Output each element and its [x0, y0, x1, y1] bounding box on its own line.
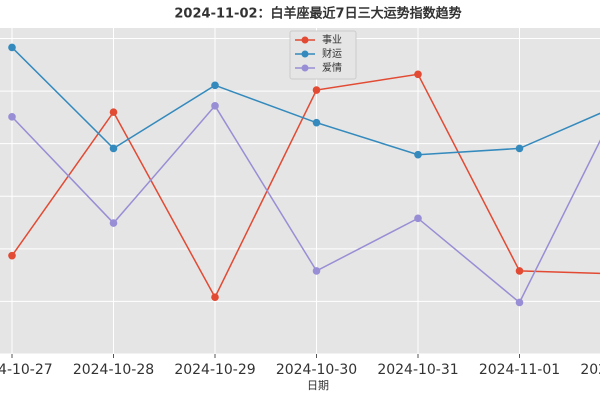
data-point [109, 108, 118, 116]
data-point [414, 70, 422, 79]
data-point [312, 118, 321, 127]
data-point [8, 113, 16, 121]
x-tick-label: 2024-11-01 [479, 362, 560, 378]
plot-area [0, 28, 600, 354]
chart-title: 2024-11-02：白羊座最近7日三大运势指数趋势 [174, 6, 461, 22]
data-point [312, 267, 321, 275]
legend-label: 事业 [322, 33, 342, 46]
legend-marker [301, 64, 309, 72]
data-point [109, 219, 118, 227]
data-point [414, 214, 422, 223]
x-tick-label: 2024-10-30 [276, 362, 357, 378]
legend-label: 财运 [322, 47, 342, 60]
legend-marker [301, 36, 309, 44]
x-tick-label: 2024-10-27 [0, 362, 53, 378]
grid [0, 28, 600, 358]
x-tick-label: 2024-10-29 [174, 362, 255, 378]
data-point [109, 144, 118, 153]
legend-label: 爱情 [322, 61, 342, 74]
data-point [211, 81, 219, 90]
data-point [515, 144, 524, 153]
data-point [8, 43, 16, 52]
data-point [8, 251, 16, 260]
data-point [515, 267, 524, 275]
data-point [211, 293, 219, 302]
data-point [211, 102, 219, 110]
legend-marker [301, 50, 309, 58]
x-tick-label: 2024-11-02 [580, 362, 600, 378]
x-tick-label: 2024-10-31 [377, 362, 458, 378]
x-tick-label: 2024-10-28 [73, 362, 154, 378]
data-point [515, 298, 524, 307]
x-axis-label: 日期 [307, 379, 329, 392]
data-point [414, 150, 422, 159]
data-point [312, 86, 321, 94]
series-layer [8, 43, 600, 307]
